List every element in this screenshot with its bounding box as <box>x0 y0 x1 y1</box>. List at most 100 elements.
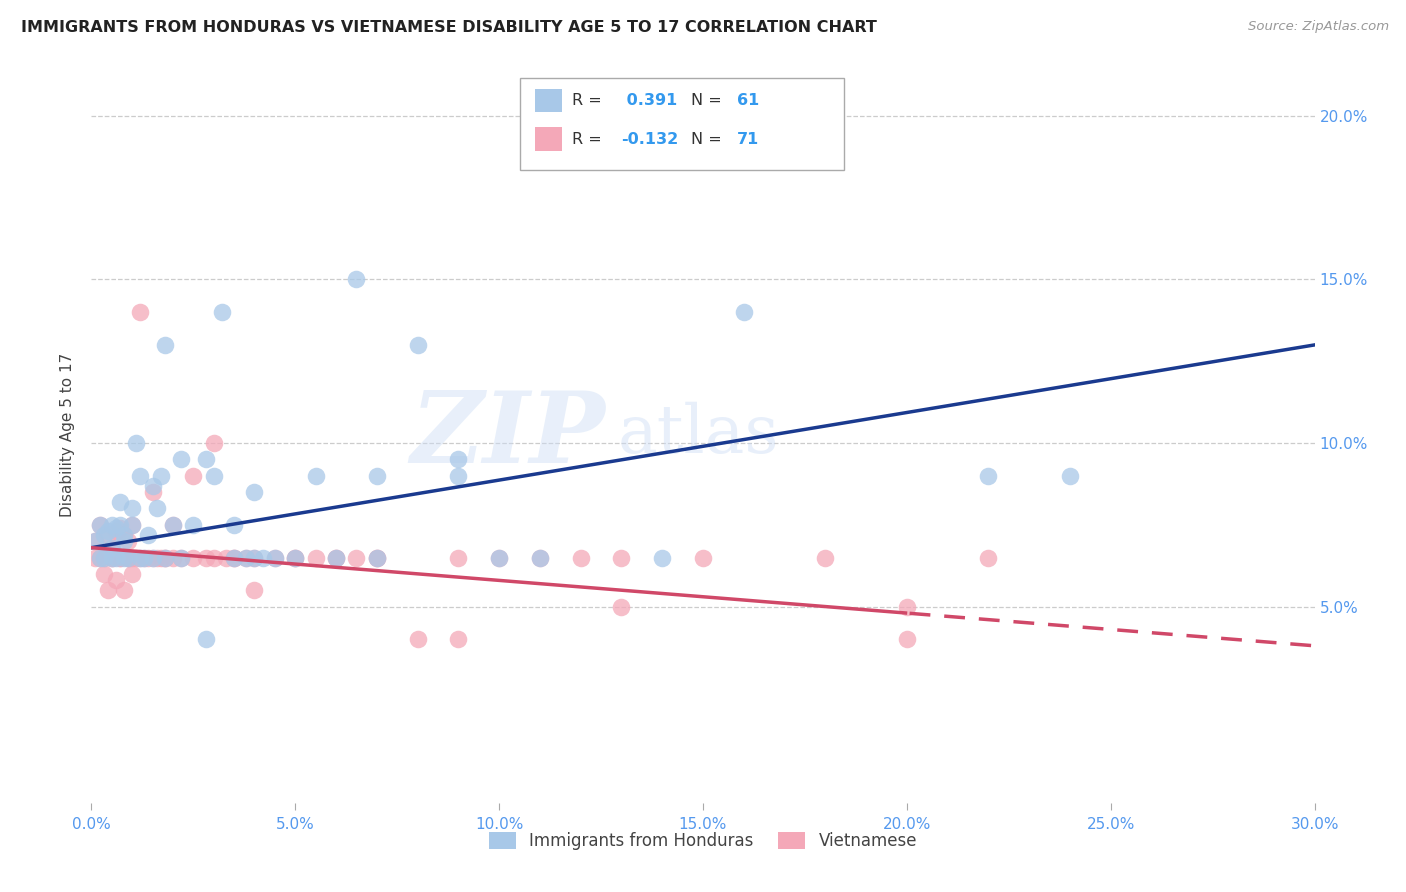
Point <box>108 495 131 509</box>
Point <box>93 550 115 565</box>
Point <box>138 527 160 541</box>
Legend: Immigrants from Honduras, Vietnamese: Immigrants from Honduras, Vietnamese <box>482 825 924 857</box>
Text: R =: R = <box>572 132 607 147</box>
Point <box>235 550 257 565</box>
Point <box>447 632 470 647</box>
Point <box>284 550 307 565</box>
Text: -0.132: -0.132 <box>621 132 678 147</box>
Point <box>145 550 167 565</box>
Point <box>112 583 135 598</box>
Point <box>488 550 510 565</box>
Point <box>121 501 143 516</box>
Point <box>93 566 115 581</box>
Point <box>129 305 152 319</box>
Point <box>610 550 633 565</box>
Point <box>125 436 148 450</box>
Point <box>406 632 429 647</box>
Point <box>149 550 172 565</box>
Point <box>447 468 470 483</box>
Point <box>610 142 633 156</box>
Point <box>243 583 266 598</box>
Point <box>170 550 193 565</box>
Point <box>112 527 135 541</box>
Point <box>121 550 143 565</box>
Point <box>1059 468 1081 483</box>
Point <box>117 550 139 565</box>
Point <box>170 550 193 565</box>
FancyBboxPatch shape <box>536 128 562 151</box>
Point <box>145 501 167 516</box>
Point <box>112 527 135 541</box>
Point <box>264 550 287 565</box>
Text: N =: N = <box>690 93 727 108</box>
Point <box>121 566 143 581</box>
Y-axis label: Disability Age 5 to 17: Disability Age 5 to 17 <box>60 352 76 517</box>
Point <box>121 517 143 532</box>
Point <box>93 527 115 541</box>
Point <box>84 550 107 565</box>
Point <box>183 517 205 532</box>
FancyBboxPatch shape <box>536 88 562 112</box>
Point <box>101 541 124 555</box>
Point <box>117 550 139 565</box>
Point <box>153 550 176 565</box>
Point <box>194 452 217 467</box>
Point <box>651 550 673 565</box>
Point <box>104 524 127 539</box>
Point <box>284 550 307 565</box>
Point <box>153 550 176 565</box>
Point <box>141 550 163 565</box>
Point <box>134 550 156 565</box>
Point <box>89 550 111 565</box>
Point <box>149 468 172 483</box>
Point <box>325 550 347 565</box>
Point <box>183 550 205 565</box>
Text: 71: 71 <box>737 132 759 147</box>
Text: atlas: atlas <box>617 402 779 467</box>
Text: Source: ZipAtlas.com: Source: ZipAtlas.com <box>1249 20 1389 33</box>
Point <box>252 550 274 565</box>
Text: N =: N = <box>690 132 727 147</box>
Point <box>202 550 225 565</box>
Point <box>117 550 139 565</box>
Point <box>141 485 163 500</box>
Text: ZIP: ZIP <box>411 386 605 483</box>
Point <box>108 550 131 565</box>
Point <box>134 550 156 565</box>
Point <box>814 550 837 565</box>
Point <box>108 550 131 565</box>
Point <box>243 485 266 500</box>
Point <box>97 527 120 541</box>
Point <box>235 550 257 565</box>
Point <box>129 550 152 565</box>
Point <box>129 468 152 483</box>
Point <box>733 305 755 319</box>
Point <box>101 550 124 565</box>
Point <box>101 517 124 532</box>
Point <box>97 524 120 539</box>
Point <box>112 534 135 549</box>
Point <box>93 550 115 565</box>
Point <box>194 632 217 647</box>
Point <box>194 550 217 565</box>
Point <box>977 468 1000 483</box>
Point <box>101 541 124 555</box>
Point <box>222 517 246 532</box>
Point <box>222 550 246 565</box>
Point <box>304 550 326 565</box>
Point <box>447 550 470 565</box>
Point <box>366 550 388 565</box>
Point <box>325 550 347 565</box>
Point <box>97 583 120 598</box>
Point <box>162 550 184 565</box>
Point <box>406 338 429 352</box>
Point <box>129 550 152 565</box>
Point <box>488 550 510 565</box>
Point <box>141 550 163 565</box>
Point <box>104 550 127 565</box>
Text: R =: R = <box>572 93 607 108</box>
Point <box>108 517 131 532</box>
Point <box>153 550 176 565</box>
Text: IMMIGRANTS FROM HONDURAS VS VIETNAMESE DISABILITY AGE 5 TO 17 CORRELATION CHART: IMMIGRANTS FROM HONDURAS VS VIETNAMESE D… <box>21 20 877 35</box>
Point <box>162 517 184 532</box>
